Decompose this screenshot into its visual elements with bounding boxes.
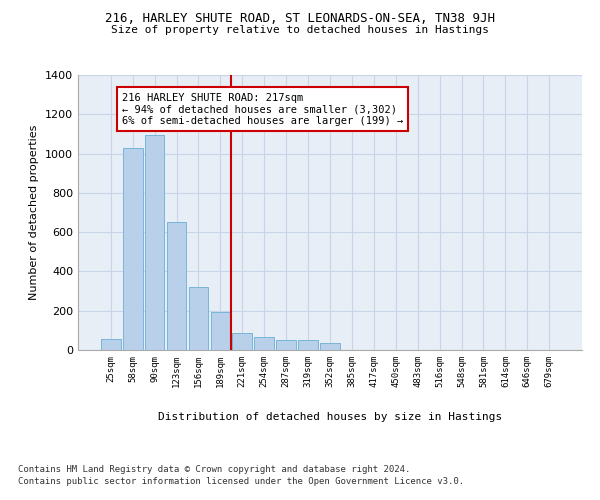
- Text: 216, HARLEY SHUTE ROAD, ST LEONARDS-ON-SEA, TN38 9JH: 216, HARLEY SHUTE ROAD, ST LEONARDS-ON-S…: [105, 12, 495, 26]
- Bar: [123, 148, 143, 350]
- Bar: [101, 339, 121, 350]
- Text: Distribution of detached houses by size in Hastings: Distribution of detached houses by size …: [158, 412, 502, 422]
- Text: 216 HARLEY SHUTE ROAD: 217sqm
← 94% of detached houses are smaller (3,302)
6% of: 216 HARLEY SHUTE ROAD: 217sqm ← 94% of d…: [122, 92, 403, 126]
- Text: Contains HM Land Registry data © Crown copyright and database right 2024.: Contains HM Land Registry data © Crown c…: [18, 465, 410, 474]
- Bar: [232, 334, 252, 350]
- Text: Size of property relative to detached houses in Hastings: Size of property relative to detached ho…: [111, 25, 489, 35]
- Text: Contains public sector information licensed under the Open Government Licence v3: Contains public sector information licen…: [18, 478, 464, 486]
- Bar: [254, 337, 274, 350]
- Bar: [188, 287, 208, 350]
- Y-axis label: Number of detached properties: Number of detached properties: [29, 125, 40, 300]
- Bar: [298, 340, 318, 350]
- Bar: [145, 135, 164, 350]
- Bar: [167, 222, 187, 350]
- Bar: [276, 340, 296, 350]
- Bar: [211, 312, 230, 350]
- Bar: [320, 343, 340, 350]
